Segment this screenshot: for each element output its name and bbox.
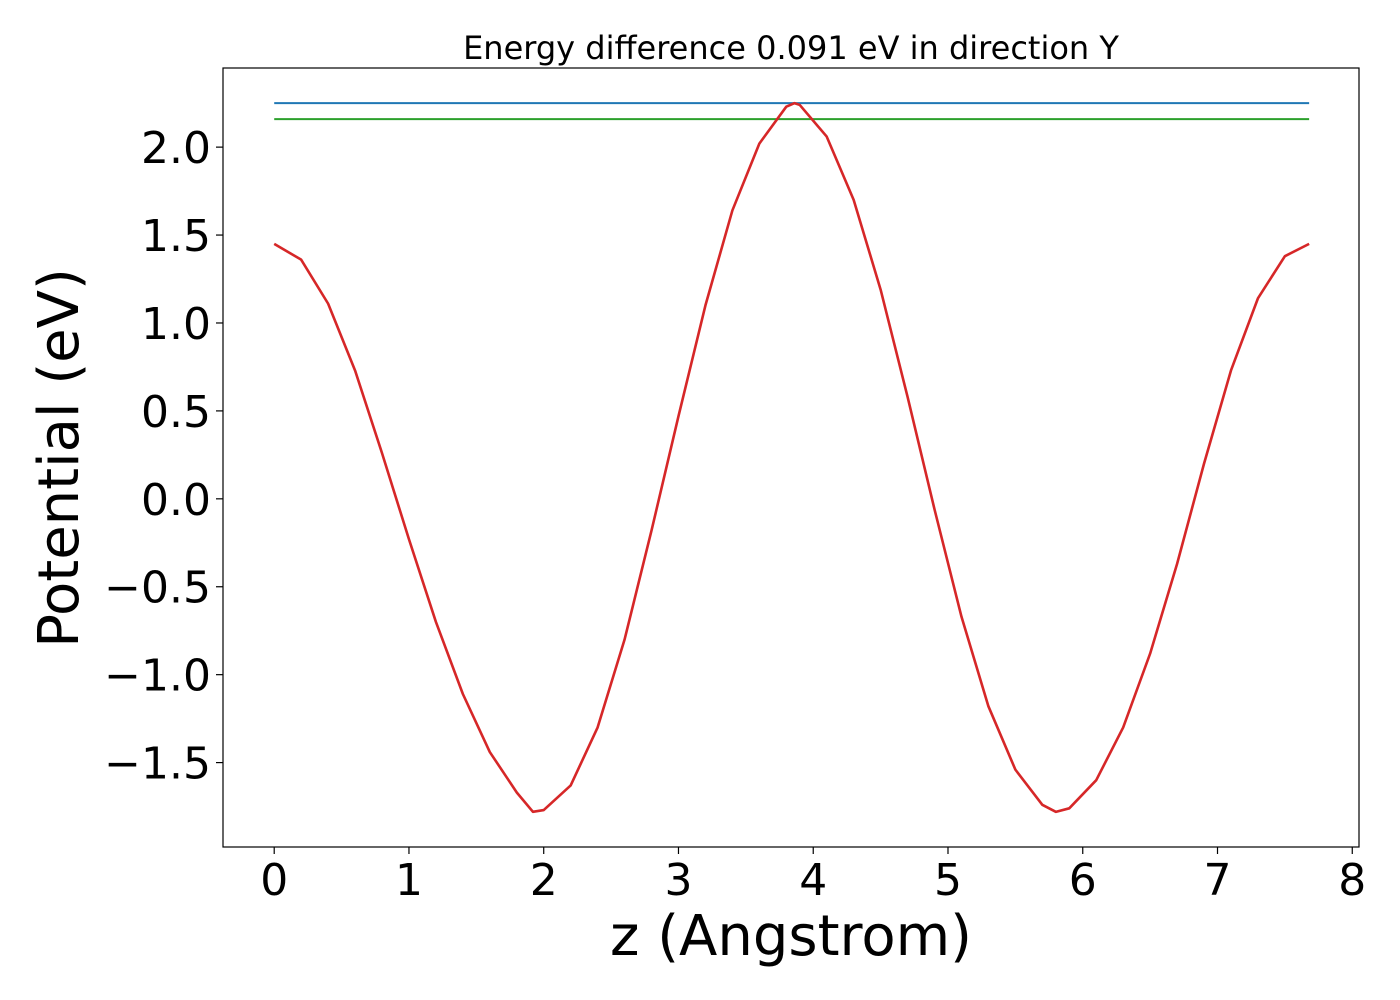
y-tick-label: 1.0	[141, 299, 211, 350]
y-tick-label: 1.5	[141, 211, 211, 262]
x-tick-label: 1	[395, 855, 423, 906]
y-tick-label: 0.5	[141, 387, 211, 438]
x-tick-label: 2	[530, 855, 558, 906]
x-tick-label: 5	[934, 855, 962, 906]
series-line-3	[273, 101, 1310, 814]
y-tick-label: 2.0	[141, 123, 211, 174]
x-tick-label: 4	[799, 855, 827, 906]
y-axis: −1.5 −1.0 −0.5 0.0 0.5 1.0 1.5 2.0	[104, 123, 223, 790]
x-tick-label: 0	[260, 855, 288, 906]
x-tick-label: 7	[1204, 855, 1232, 906]
x-axis: 0 1 2 3 4 5 6 7 8	[260, 847, 1366, 906]
chart-title: Energy difference 0.091 eV in direction …	[463, 29, 1119, 67]
x-tick-label: 3	[664, 855, 692, 906]
y-tick-label: −0.5	[104, 563, 211, 614]
plot-frame	[222, 67, 1360, 848]
x-tick-label: 8	[1338, 855, 1366, 906]
x-axis-label: z (Angstrom)	[610, 904, 972, 969]
y-tick-label: 0.0	[141, 475, 211, 526]
y-axis-label: Potential (eV)	[27, 268, 92, 648]
series-layer	[273, 101, 1310, 814]
x-tick-label: 6	[1069, 855, 1097, 906]
y-tick-label: −1.5	[104, 739, 211, 790]
y-tick-label: −1.0	[104, 651, 211, 702]
